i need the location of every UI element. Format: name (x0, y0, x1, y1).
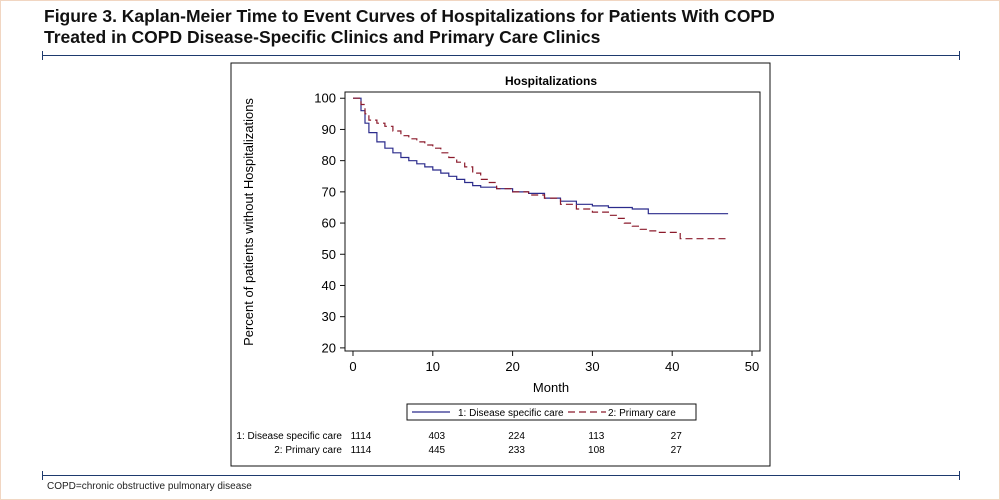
y-tick-label: 40 (322, 278, 336, 293)
y-tick-label: 30 (322, 309, 336, 324)
risk-count: 27 (671, 445, 683, 456)
y-tick-label: 20 (322, 340, 336, 355)
y-tick-label: 100 (314, 91, 336, 106)
km-curve-series-2 (353, 97, 729, 240)
y-tick-label: 50 (322, 247, 336, 262)
curves (353, 97, 729, 240)
footnote: COPD=chronic obstructive pulmonary disea… (47, 481, 252, 492)
risk-count: 403 (428, 431, 445, 442)
risk-count: 108 (588, 445, 605, 456)
risk-row-label: 1: Disease specific care (236, 431, 342, 442)
legend-label-1: 1: Disease specific care (458, 408, 564, 419)
x-tick-label: 10 (426, 359, 440, 374)
risk-count: 445 (428, 445, 445, 456)
legend-label-2: 2: Primary care (608, 408, 676, 419)
y-tick-label: 60 (322, 216, 336, 231)
axes: 20 30 40 50 60 70 80 90 100 0 10 20 30 40 50 (314, 91, 761, 374)
top-rule (42, 51, 960, 60)
bottom-rule-left-tick (42, 471, 43, 480)
chart-frame (230, 62, 771, 467)
risk-row-label: 2: Primary care (274, 445, 342, 456)
plot-area-frame (344, 91, 761, 352)
x-tick-label: 30 (585, 359, 599, 374)
figure-title-line-2: Treated in COPD Disease-Specific Clinics… (44, 27, 601, 47)
risk-count: 113 (588, 431, 604, 442)
bottom-rule (42, 471, 960, 480)
risk-count: 233 (508, 445, 525, 456)
km-curve-series-1 (353, 97, 729, 215)
x-tick-label: 40 (665, 359, 679, 374)
y-tick-label: 90 (322, 122, 336, 137)
x-axis-label: Month (533, 380, 569, 395)
risk-count: 27 (671, 431, 683, 442)
y-tick-label: 80 (322, 153, 336, 168)
y-axis-label: Percent of patients without Hospitalizat… (241, 98, 256, 346)
legend-box (406, 403, 697, 421)
risk-count: 1114 (351, 431, 372, 442)
top-rule-left-tick (42, 51, 43, 60)
risk-table: 1: Disease specific care 1114 403 224 113 27 2… (236, 431, 682, 456)
legend: 1: Disease specific care 2: Primary care (406, 403, 697, 421)
y-tick-label: 70 (322, 184, 336, 199)
x-tick-label: 20 (505, 359, 519, 374)
risk-count: 1114 (351, 445, 372, 456)
figure-title-line-1: Figure 3. Kaplan-Meier Time to Event Cur… (44, 6, 775, 26)
bottom-rule-right-tick (959, 471, 960, 480)
figure-title: Figure 3. Kaplan-Meier Time to Event Cur… (44, 6, 944, 48)
chart-title: Hospitalizations (505, 74, 597, 88)
risk-count: 224 (508, 431, 525, 442)
x-tick-label: 50 (745, 359, 759, 374)
top-rule-right-tick (959, 51, 960, 60)
x-tick-label: 0 (349, 359, 356, 374)
